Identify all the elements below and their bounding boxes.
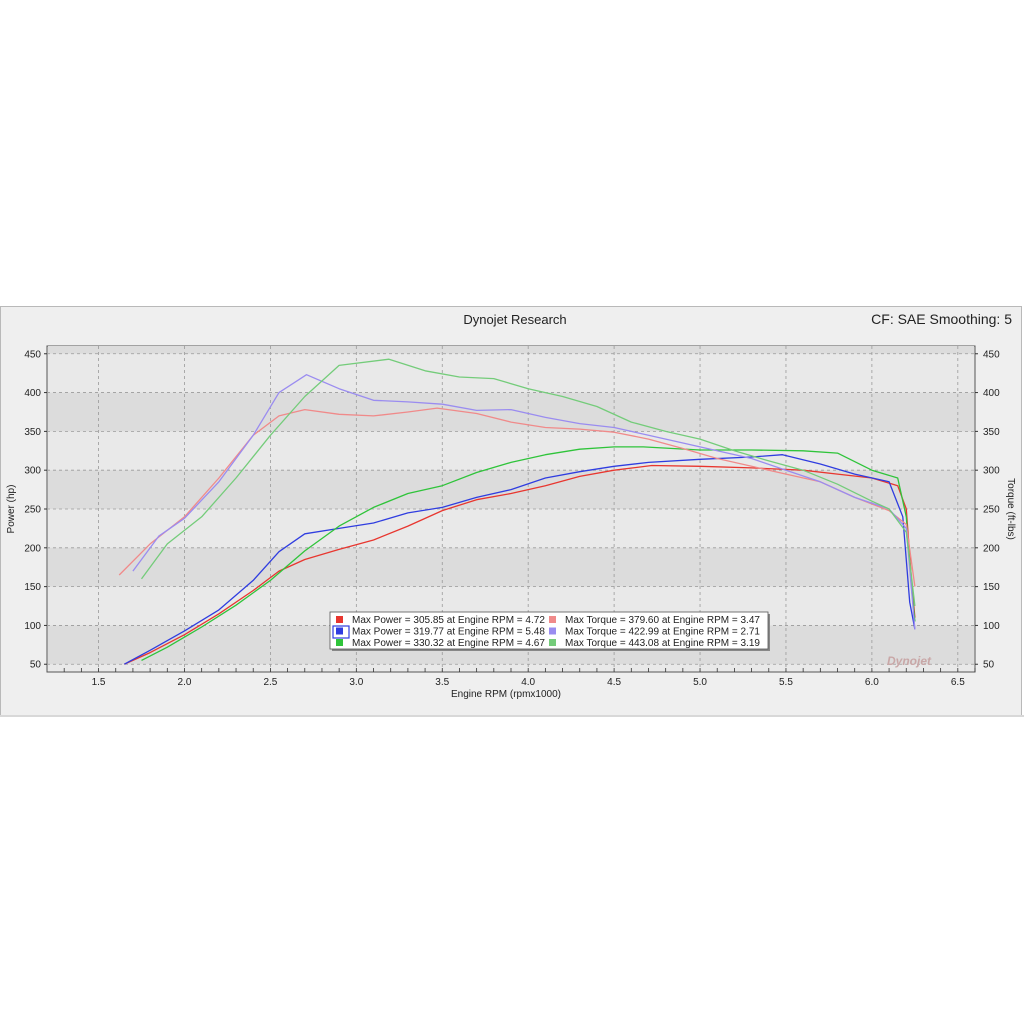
y-tick-label-left: 100 bbox=[24, 621, 41, 632]
x-tick-label: 3.5 bbox=[435, 677, 449, 688]
series-line-power_1 bbox=[124, 464, 916, 665]
x-tick-label: 5.0 bbox=[693, 677, 707, 688]
y-tick-label-right: 100 bbox=[983, 621, 1000, 632]
y-tick-label-right: 200 bbox=[983, 543, 1000, 554]
legend-swatch bbox=[549, 639, 556, 646]
chart-title: Dynojet Research bbox=[463, 312, 567, 327]
x-tick-label: 2.0 bbox=[178, 677, 192, 688]
series-line-torque_3 bbox=[140, 358, 916, 607]
legend-swatch bbox=[336, 639, 343, 646]
y-tick-label-left: 300 bbox=[24, 466, 41, 477]
y-tick-label-left: 50 bbox=[30, 660, 42, 671]
x-tick-label: 6.5 bbox=[951, 677, 965, 688]
legend-entry: Max Torque = 443.08 at Engine RPM = 3.19 bbox=[565, 638, 760, 649]
dynojet-logo: Dynojet bbox=[887, 654, 932, 668]
y-axis-label-right: Torque (ft-lbs) bbox=[1005, 478, 1016, 540]
plot-band bbox=[48, 392, 974, 432]
y-tick-label-left: 450 bbox=[24, 349, 41, 360]
y-tick-label-right: 50 bbox=[983, 660, 995, 671]
y-tick-label-left: 150 bbox=[24, 582, 41, 593]
y-tick-label-right: 250 bbox=[983, 505, 1000, 516]
series-line-power_2 bbox=[123, 454, 916, 665]
x-tick-label: 5.5 bbox=[779, 677, 793, 688]
legend-entry: Max Torque = 379.60 at Engine RPM = 3.47 bbox=[565, 615, 760, 626]
plot-band bbox=[48, 547, 974, 587]
y-tick-label-left: 350 bbox=[24, 427, 41, 438]
legend-swatch bbox=[336, 627, 343, 635]
plot-band bbox=[48, 346, 974, 354]
series-line-torque_2 bbox=[132, 374, 916, 630]
x-tick-label: 4.5 bbox=[607, 677, 621, 688]
y-tick-label-right: 450 bbox=[983, 349, 1000, 360]
legend-entry: Max Power = 319.77 at Engine RPM = 5.48 bbox=[352, 627, 545, 638]
y-tick-label-right: 150 bbox=[983, 582, 1000, 593]
x-axis-label: Engine RPM (rpmx1000) bbox=[451, 689, 561, 700]
x-tick-label: 3.0 bbox=[349, 677, 363, 688]
legend-swatch bbox=[549, 627, 556, 635]
legend-swatch bbox=[336, 616, 343, 623]
x-tick-label: 1.5 bbox=[92, 677, 106, 688]
y-tick-label-right: 300 bbox=[983, 466, 1000, 477]
x-tick-label: 6.0 bbox=[865, 677, 879, 688]
y-tick-label-right: 350 bbox=[983, 427, 1000, 438]
legend-swatch bbox=[549, 616, 556, 623]
legend-entry: Max Power = 305.85 at Engine RPM = 4.72 bbox=[352, 615, 545, 626]
correction-settings: CF: SAE Smoothing: 5 bbox=[871, 311, 1012, 327]
series-line-power_3 bbox=[141, 446, 916, 661]
y-tick-label-left: 400 bbox=[24, 388, 41, 399]
y-tick-label-left: 250 bbox=[24, 505, 41, 516]
legend-selected-outline bbox=[332, 625, 350, 639]
x-tick-label: 4.0 bbox=[521, 677, 535, 688]
panel-bottom-edge bbox=[0, 715, 1024, 717]
y-tick-label-left: 200 bbox=[24, 543, 41, 554]
legend-entry: Max Power = 330.32 at Engine RPM = 4.67 bbox=[352, 638, 545, 649]
legend-entry: Max Torque = 422.99 at Engine RPM = 2.71 bbox=[565, 627, 760, 638]
x-tick-label: 2.5 bbox=[263, 677, 277, 688]
y-tick-label-right: 400 bbox=[983, 388, 1000, 399]
y-axis-label-left: Power (hp) bbox=[6, 485, 17, 534]
